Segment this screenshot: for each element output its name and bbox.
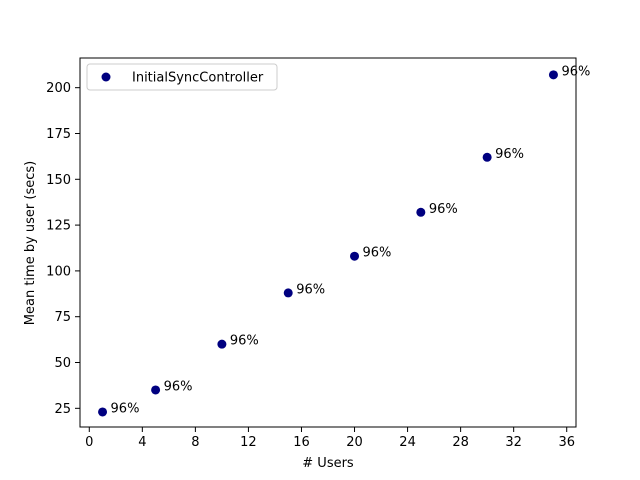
x-tick-label: 12	[240, 435, 257, 450]
y-axis-label: Mean time by user (secs)	[23, 161, 38, 325]
data-point-label: 96%	[296, 282, 325, 297]
x-tick-label: 0	[85, 435, 93, 450]
data-point	[151, 385, 161, 395]
data-point	[98, 407, 108, 417]
y-tick-label: 25	[54, 402, 71, 417]
legend: InitialSyncController	[86, 63, 278, 91]
data-point	[482, 152, 492, 162]
y-tick-label: 100	[46, 264, 71, 279]
legend-frame	[86, 63, 278, 91]
data-point	[416, 207, 426, 217]
y-tick-label: 125	[46, 219, 71, 234]
x-tick-label: 24	[399, 435, 416, 450]
y-axis-ticks: 25 50 75 100 125 150 175 200	[46, 81, 80, 417]
y-tick-label: 150	[46, 173, 71, 188]
y-tick-label: 50	[54, 356, 71, 371]
data-point	[217, 339, 227, 349]
x-tick-label: 28	[452, 435, 469, 450]
data-points	[98, 70, 558, 417]
data-point-label: 96%	[561, 64, 590, 79]
x-axis-label: # Users	[302, 456, 354, 471]
axes	[79, 57, 577, 428]
x-axis-ticks: 0 4 8 12 16 20 24 28 32 36	[85, 427, 575, 450]
data-point-label: 96%	[230, 334, 259, 349]
data-point	[350, 251, 360, 261]
x-tick-label: 16	[293, 435, 310, 450]
plot-frame	[79, 57, 577, 428]
x-tick-label: 32	[505, 435, 522, 450]
data-point	[548, 70, 558, 80]
legend-marker	[101, 72, 111, 82]
y-tick-label: 175	[46, 127, 71, 142]
x-tick-label: 4	[138, 435, 146, 450]
data-point	[283, 288, 293, 298]
y-tick-label: 200	[46, 81, 71, 96]
data-point-label: 96%	[495, 147, 524, 162]
legend-label: InitialSyncController	[132, 71, 264, 86]
y-tick-label: 75	[54, 310, 71, 325]
x-tick-label: 36	[558, 435, 575, 450]
point-labels: 96% 96% 96% 96% 96% 96% 96% 96%	[111, 64, 591, 416]
data-point-label: 96%	[363, 246, 392, 261]
data-point-label: 96%	[111, 401, 140, 416]
data-point-label: 96%	[164, 379, 193, 394]
x-tick-label: 20	[346, 435, 363, 450]
x-tick-label: 8	[191, 435, 199, 450]
data-point-label: 96%	[429, 202, 458, 217]
